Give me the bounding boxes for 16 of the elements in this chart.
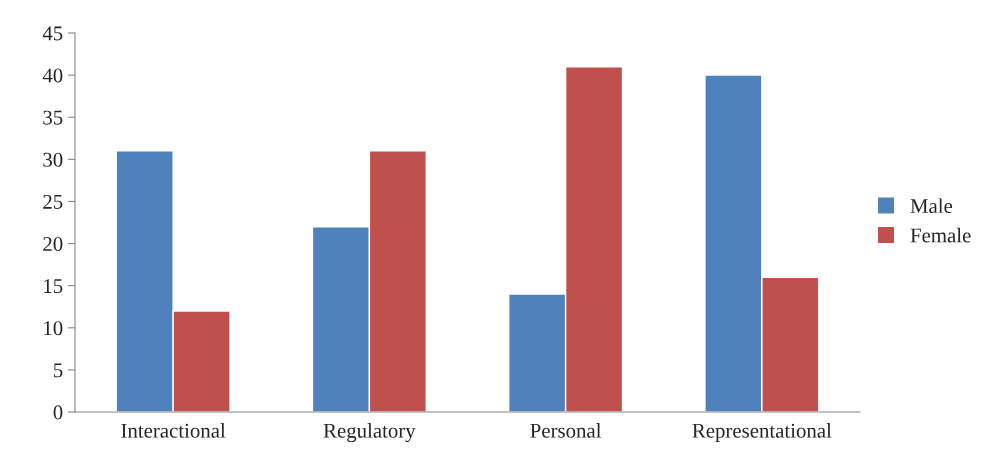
y-tick-label: 35 xyxy=(43,110,63,125)
legend-label: Female xyxy=(910,227,971,243)
x-tick-label: Interactional xyxy=(121,423,226,438)
x-tick-label: Personal xyxy=(530,423,602,438)
y-tick-label: 25 xyxy=(43,194,63,209)
y-tick-label: 0 xyxy=(53,405,63,420)
x-tick-label: Regulatory xyxy=(323,423,416,443)
y-tick-label: 5 xyxy=(53,363,63,378)
legend-label: Male xyxy=(910,198,953,214)
y-tick-label: 40 xyxy=(42,68,63,83)
y-tick-label: 45 xyxy=(42,26,63,41)
y-tick-label: 20 xyxy=(43,236,63,251)
x-tick-label: Representational xyxy=(692,423,832,442)
y-tick-label: 15 xyxy=(44,279,63,294)
y-tick-label: 30 xyxy=(43,152,63,167)
y-tick-label: 10 xyxy=(44,321,63,336)
